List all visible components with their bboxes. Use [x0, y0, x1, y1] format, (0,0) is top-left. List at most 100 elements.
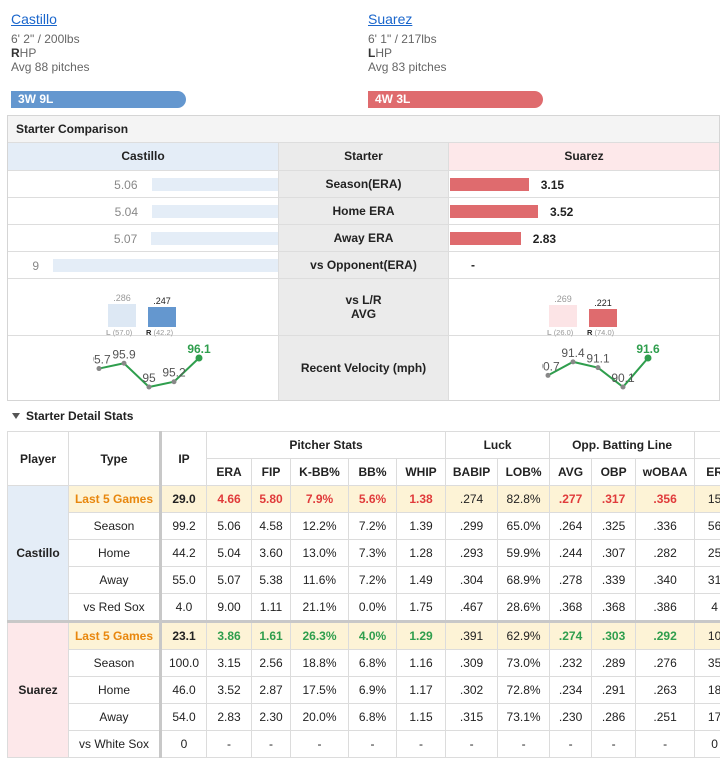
- sparkline: 90.791.491.190.1 91.6: [542, 342, 660, 390]
- pitcher-record: 3W 9L: [11, 91, 186, 108]
- stat-cell: 35: [694, 649, 720, 677]
- value-label: 3.52: [550, 205, 574, 219]
- column-header: LOB%: [497, 458, 551, 486]
- stat-row: Season 99.2 5.06 4.58 12.2% 7.2% 1.39.299 65.0%…: [8, 512, 720, 540]
- detail-table: Player Type IP Pitcher Stats Luck Opp. Battin…: [7, 431, 720, 758]
- collapse-icon: [12, 413, 20, 419]
- stat-cell: .302: [445, 676, 499, 704]
- stat-cell: .309: [445, 649, 499, 677]
- bar: [53, 259, 278, 272]
- row-cell: [449, 252, 719, 279]
- pitcher-avg-pitches: Avg 88 pitches: [11, 60, 90, 74]
- stat-cell: Season: [68, 649, 161, 677]
- sparkline-point: [171, 379, 177, 385]
- stat-cell: 9.00: [206, 593, 252, 622]
- split-pa: (74.0): [594, 328, 615, 337]
- split-avg: .221: [594, 298, 612, 309]
- split-bar: [148, 307, 176, 327]
- pitcher-record: 4W 3L: [368, 91, 543, 108]
- bar: [151, 178, 278, 191]
- pitcher-build: 6' 1" / 217lbs: [368, 32, 437, 46]
- stat-cell: 1.38: [395, 485, 447, 513]
- stat-cell: .339: [591, 566, 637, 594]
- row-cell: [449, 198, 719, 225]
- stat-cell: 56: [694, 512, 720, 540]
- stat-cell: 5.04: [206, 539, 252, 567]
- stat-cell: 68.9%: [497, 566, 551, 594]
- stat-cell: .315: [445, 703, 499, 731]
- stat-cell: 4.66: [206, 485, 252, 513]
- stat-cell: 3.86: [206, 620, 252, 650]
- stat-cell: 10: [694, 620, 720, 650]
- stat-cell: 25: [694, 539, 720, 567]
- row-label: vs L/R AVG: [278, 279, 449, 336]
- stat-cell: 3.60: [251, 539, 291, 567]
- stat-cell: 7.2%: [348, 512, 397, 540]
- stat-cell: .303: [591, 620, 637, 650]
- stat-cell: .251: [635, 703, 696, 731]
- stat-cell: .325: [591, 512, 637, 540]
- column-header: Player: [7, 431, 69, 486]
- sparkline-label: 90.7: [542, 359, 560, 373]
- group-header: Luck: [445, 431, 551, 459]
- stat-cell: .276: [635, 649, 696, 677]
- pitcher-name[interactable]: Suarez: [368, 11, 413, 27]
- sparkline-point: [644, 354, 652, 362]
- sparkline-label: 95: [142, 371, 156, 385]
- sparkline-label: 95.9: [112, 347, 136, 361]
- split-side-letter: R: [146, 328, 152, 337]
- stat-cell: 18.8%: [290, 649, 349, 677]
- stat-cell: .264: [549, 512, 593, 540]
- sparkline-point: [570, 359, 576, 365]
- stat-cell: 1.61: [251, 620, 291, 650]
- stat-cell: 7.2%: [348, 566, 397, 594]
- stat-cell: vs White Sox: [68, 730, 161, 758]
- stat-cell: .299: [445, 512, 499, 540]
- stat-cell: .278: [549, 566, 593, 594]
- stat-cell: 3.52: [206, 676, 252, 704]
- stat-cell: 1.28: [395, 539, 447, 567]
- split-side-letter: L: [106, 328, 111, 337]
- stat-cell: .282: [635, 539, 696, 567]
- split-pa: (26.0): [553, 328, 574, 337]
- sparkline: 95.795.9 95 95.296.1: [93, 342, 211, 390]
- stat-cell: 72.8%: [497, 676, 551, 704]
- pitcher-hand: RHP: [11, 46, 37, 60]
- value-label: 5.07: [113, 232, 138, 246]
- column-header: K-BB%: [290, 458, 349, 486]
- stat-cell: 73.0%: [497, 649, 551, 677]
- stat-cell: 46.0: [159, 676, 207, 704]
- stat-cell: .230: [549, 703, 593, 731]
- stat-cell: 21.1%: [290, 593, 349, 622]
- stat-cell: 6.8%: [348, 703, 397, 731]
- split-side: R (42.2): [146, 328, 173, 337]
- row-label: Recent Velocity (mph): [278, 336, 449, 400]
- stat-cell: .286: [591, 703, 637, 731]
- column-header: FIP: [251, 458, 291, 486]
- split-side: R (74.0): [587, 328, 614, 337]
- section-title-text: Starter Detail Stats: [26, 409, 134, 423]
- stat-cell: .291: [591, 676, 637, 704]
- stat-cell: 20.0%: [290, 703, 349, 731]
- stat-cell: 1.15: [395, 703, 447, 731]
- row-cell: [8, 198, 278, 225]
- row-label-text: Home ERA: [332, 204, 395, 218]
- group-header: Opp. Batting Line: [549, 431, 696, 459]
- pitcher-name[interactable]: Castillo: [11, 11, 57, 27]
- row-cell: [449, 279, 719, 336]
- sparkline-label: 95.2: [162, 366, 186, 380]
- column-header: AVG: [549, 458, 593, 486]
- stat-cell: 99.2: [159, 512, 207, 540]
- stat-cell: -: [549, 730, 593, 758]
- player-name: Suarez: [7, 620, 69, 758]
- stat-cell: -: [395, 730, 447, 758]
- group-header: [694, 431, 720, 459]
- stat-cell: -: [206, 730, 252, 758]
- sparkline-point: [620, 384, 626, 390]
- section-title[interactable]: Starter Detail Stats: [12, 409, 133, 423]
- stat-cell: Season: [68, 512, 161, 540]
- stat-cell: .307: [591, 539, 637, 567]
- sparkline-point: [545, 372, 551, 378]
- stat-cell: .368: [591, 593, 637, 622]
- row-label: Away ERA: [278, 225, 449, 252]
